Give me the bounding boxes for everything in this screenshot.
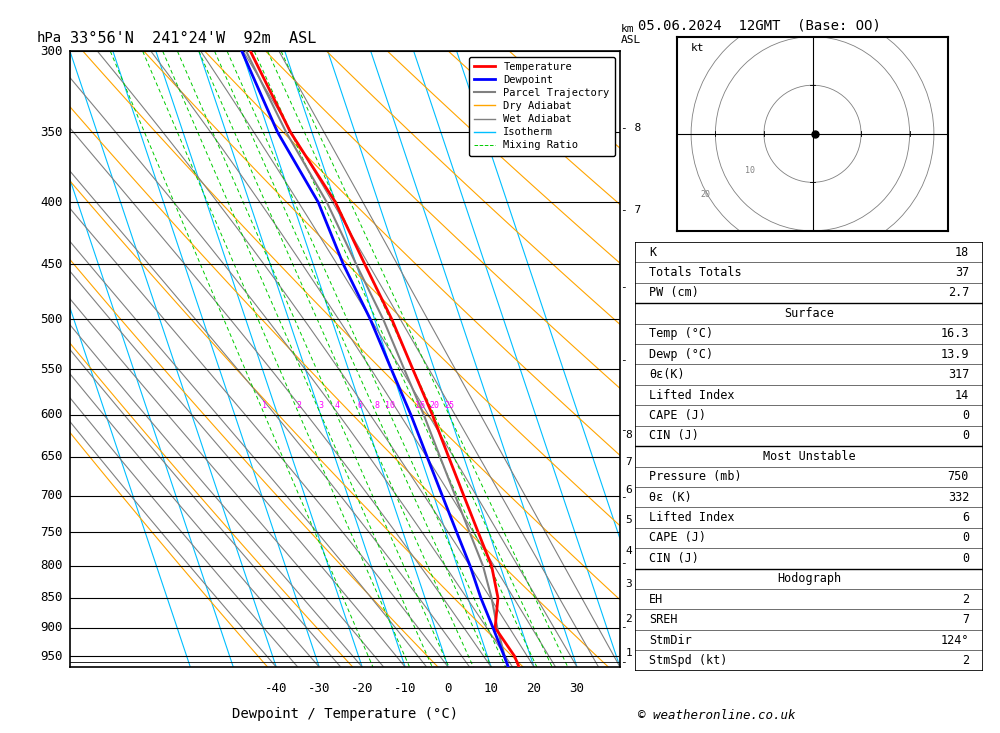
Text: 10: 10 bbox=[484, 682, 499, 696]
Text: Totals Totals: Totals Totals bbox=[649, 266, 742, 279]
Text: StmDir: StmDir bbox=[649, 633, 692, 647]
Text: 18: 18 bbox=[955, 246, 969, 259]
Text: 6: 6 bbox=[625, 485, 632, 495]
Text: 4: 4 bbox=[625, 546, 632, 556]
Text: 16.3: 16.3 bbox=[941, 327, 969, 340]
Text: kt: kt bbox=[691, 43, 705, 54]
Text: 350: 350 bbox=[40, 125, 63, 139]
Text: CIN (J): CIN (J) bbox=[649, 430, 699, 443]
Text: 33°56'N  241°24'W  92m  ASL: 33°56'N 241°24'W 92m ASL bbox=[70, 31, 316, 46]
Text: 7: 7 bbox=[962, 613, 969, 626]
Text: 500: 500 bbox=[40, 313, 63, 326]
Text: 550: 550 bbox=[40, 363, 63, 376]
Text: 05.06.2024  12GMT  (Base: OO): 05.06.2024 12GMT (Base: OO) bbox=[638, 18, 881, 32]
Text: 25: 25 bbox=[444, 401, 454, 410]
Text: 2.7: 2.7 bbox=[948, 287, 969, 300]
Text: SREH: SREH bbox=[649, 613, 677, 626]
Text: 400: 400 bbox=[40, 196, 63, 209]
Text: 317: 317 bbox=[948, 368, 969, 381]
Text: 1: 1 bbox=[262, 401, 267, 410]
Text: StmSpd (kt): StmSpd (kt) bbox=[649, 654, 727, 667]
Text: 800: 800 bbox=[40, 559, 63, 572]
Text: - 2: - 2 bbox=[621, 558, 641, 567]
Text: Mixing Ratio (g/kg): Mixing Ratio (g/kg) bbox=[670, 295, 680, 423]
Legend: Temperature, Dewpoint, Parcel Trajectory, Dry Adiabat, Wet Adiabat, Isotherm, Mi: Temperature, Dewpoint, Parcel Trajectory… bbox=[469, 56, 615, 155]
Text: 2: 2 bbox=[962, 593, 969, 605]
Text: θε(K): θε(K) bbox=[649, 368, 685, 381]
Text: 700: 700 bbox=[40, 490, 63, 502]
Text: CAPE (J): CAPE (J) bbox=[649, 409, 706, 422]
Text: PW (cm): PW (cm) bbox=[649, 287, 699, 300]
Text: K: K bbox=[649, 246, 656, 259]
Text: Dewpoint / Temperature (°C): Dewpoint / Temperature (°C) bbox=[232, 707, 458, 721]
Text: Most Unstable: Most Unstable bbox=[763, 450, 855, 463]
Text: 0: 0 bbox=[962, 409, 969, 422]
Text: 37: 37 bbox=[955, 266, 969, 279]
Text: Pressure (mb): Pressure (mb) bbox=[649, 470, 742, 483]
Text: © weatheronline.co.uk: © weatheronline.co.uk bbox=[638, 709, 796, 722]
Text: - 7: - 7 bbox=[621, 205, 641, 215]
Text: 0: 0 bbox=[962, 552, 969, 565]
Text: 8: 8 bbox=[374, 401, 379, 410]
Text: 750: 750 bbox=[40, 526, 63, 539]
Text: 6: 6 bbox=[962, 511, 969, 524]
Text: - 3: - 3 bbox=[621, 492, 641, 501]
Text: Surface: Surface bbox=[784, 307, 834, 320]
Text: Dewp (°C): Dewp (°C) bbox=[649, 347, 713, 361]
Text: Hodograph: Hodograph bbox=[777, 572, 841, 586]
Text: θε (K): θε (K) bbox=[649, 490, 692, 504]
Text: 0: 0 bbox=[962, 430, 969, 443]
Text: 1: 1 bbox=[625, 648, 632, 658]
Text: - LCL: - LCL bbox=[621, 657, 655, 666]
Text: -10: -10 bbox=[394, 682, 416, 696]
Text: 20: 20 bbox=[701, 190, 711, 199]
Text: 10: 10 bbox=[385, 401, 395, 410]
Text: 900: 900 bbox=[40, 622, 63, 634]
Text: 30: 30 bbox=[570, 682, 585, 696]
Text: 20: 20 bbox=[527, 682, 542, 696]
Text: 16: 16 bbox=[415, 401, 425, 410]
Text: - 6: - 6 bbox=[621, 282, 641, 292]
Text: -30: -30 bbox=[308, 682, 330, 696]
Text: 10: 10 bbox=[745, 166, 755, 174]
Text: 450: 450 bbox=[40, 257, 63, 270]
Text: - 1: - 1 bbox=[621, 622, 641, 632]
Text: - 4: - 4 bbox=[621, 424, 641, 435]
Text: 2: 2 bbox=[625, 614, 632, 624]
Text: 14: 14 bbox=[955, 388, 969, 402]
Text: 2: 2 bbox=[297, 401, 302, 410]
Text: 7: 7 bbox=[625, 457, 632, 467]
Text: 0: 0 bbox=[444, 682, 452, 696]
Text: Temp (°C): Temp (°C) bbox=[649, 327, 713, 340]
Text: CIN (J): CIN (J) bbox=[649, 552, 699, 565]
Text: 332: 332 bbox=[948, 490, 969, 504]
Text: Lifted Index: Lifted Index bbox=[649, 388, 734, 402]
Text: 20: 20 bbox=[429, 401, 439, 410]
Text: - 8: - 8 bbox=[621, 122, 641, 133]
Text: km
ASL: km ASL bbox=[621, 23, 641, 45]
Text: -40: -40 bbox=[265, 682, 288, 696]
Text: - 5: - 5 bbox=[621, 355, 641, 365]
Text: 850: 850 bbox=[40, 592, 63, 604]
Text: 0: 0 bbox=[962, 531, 969, 545]
Text: -20: -20 bbox=[351, 682, 373, 696]
Text: CAPE (J): CAPE (J) bbox=[649, 531, 706, 545]
Text: 124°: 124° bbox=[941, 633, 969, 647]
Text: 3: 3 bbox=[625, 579, 632, 589]
Text: 8: 8 bbox=[625, 430, 632, 440]
Text: 600: 600 bbox=[40, 408, 63, 421]
Text: 750: 750 bbox=[948, 470, 969, 483]
Text: 2: 2 bbox=[962, 654, 969, 667]
Text: 13.9: 13.9 bbox=[941, 347, 969, 361]
Text: 4: 4 bbox=[334, 401, 339, 410]
Text: 3: 3 bbox=[318, 401, 323, 410]
Text: 6: 6 bbox=[357, 401, 362, 410]
Text: 5: 5 bbox=[625, 515, 632, 525]
Text: 300: 300 bbox=[40, 45, 63, 58]
Text: EH: EH bbox=[649, 593, 663, 605]
Text: hPa: hPa bbox=[37, 32, 62, 45]
Text: 650: 650 bbox=[40, 451, 63, 463]
Text: Lifted Index: Lifted Index bbox=[649, 511, 734, 524]
Text: 950: 950 bbox=[40, 649, 63, 663]
